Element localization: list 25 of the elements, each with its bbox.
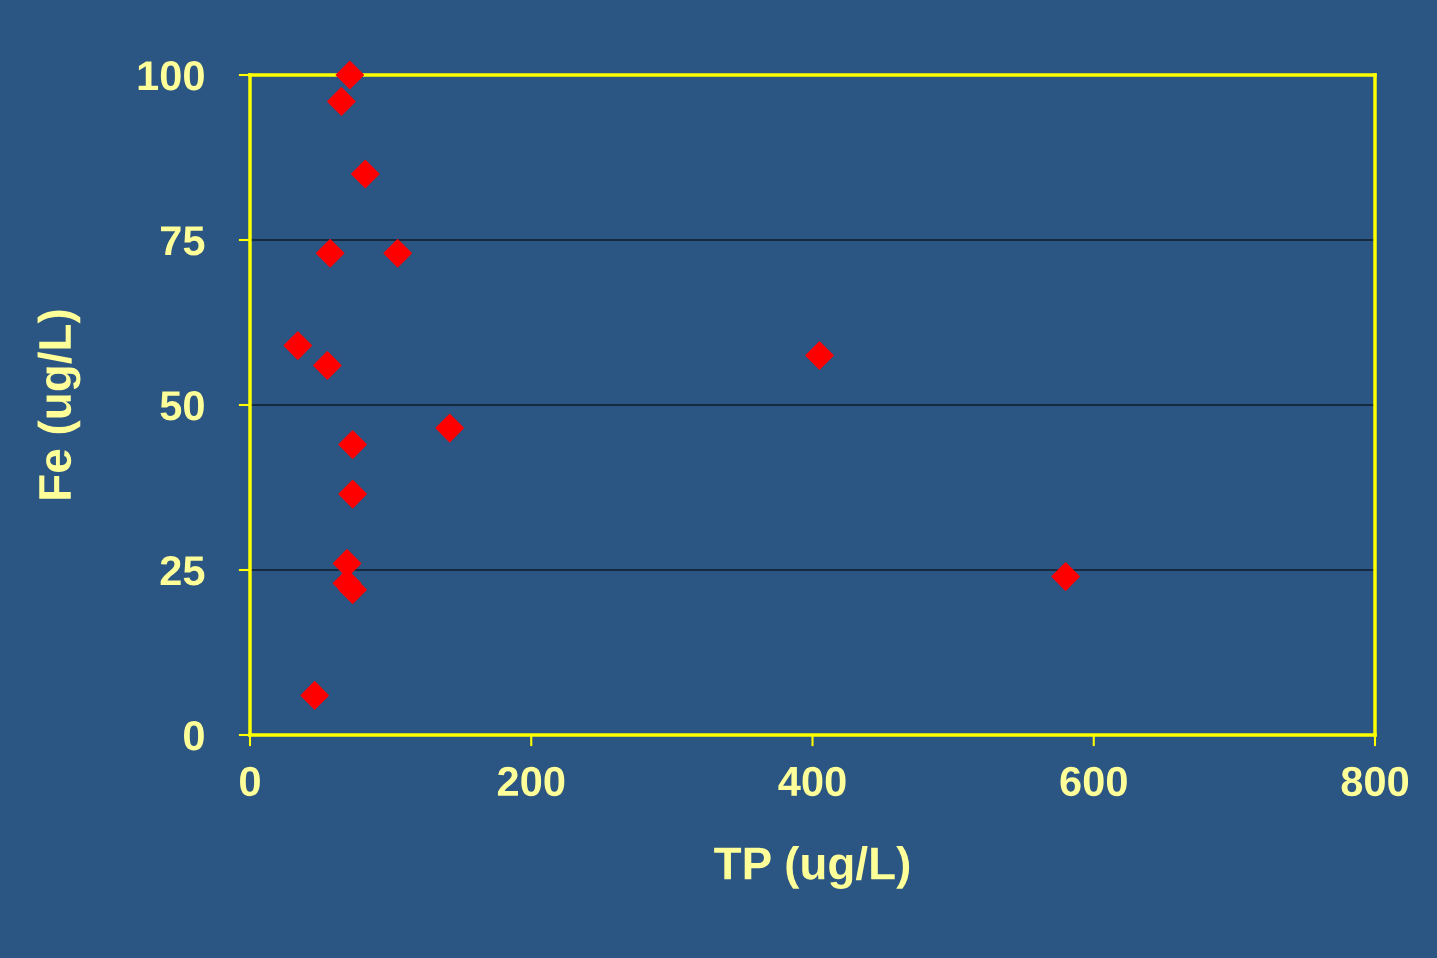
y-axis-title: Fe (ug/L) xyxy=(37,310,81,499)
x-tick-label: 400 xyxy=(778,766,846,797)
point xyxy=(315,238,345,268)
point xyxy=(805,341,834,370)
point xyxy=(435,413,464,443)
point xyxy=(351,159,380,189)
x-tick-label: 800 xyxy=(1341,766,1409,797)
point xyxy=(335,60,365,90)
x-tick-label: 200 xyxy=(497,766,565,797)
x-tick-label: 0 xyxy=(240,766,260,797)
point xyxy=(338,479,367,509)
point xyxy=(338,430,367,459)
x-tick-label: 600 xyxy=(1060,766,1127,797)
y-tick-label: 25 xyxy=(160,556,205,586)
point xyxy=(313,351,342,380)
point xyxy=(283,331,313,360)
point xyxy=(1051,562,1080,591)
point xyxy=(300,681,329,710)
y-tick-label: 50 xyxy=(160,391,204,421)
y-tick-label: 0 xyxy=(184,721,204,751)
x-axis-title: TP (ug/L) xyxy=(714,846,910,889)
y-tick-label: 100 xyxy=(138,61,204,91)
y-tick-label: 75 xyxy=(161,226,205,256)
point xyxy=(383,238,412,268)
point xyxy=(327,87,356,116)
